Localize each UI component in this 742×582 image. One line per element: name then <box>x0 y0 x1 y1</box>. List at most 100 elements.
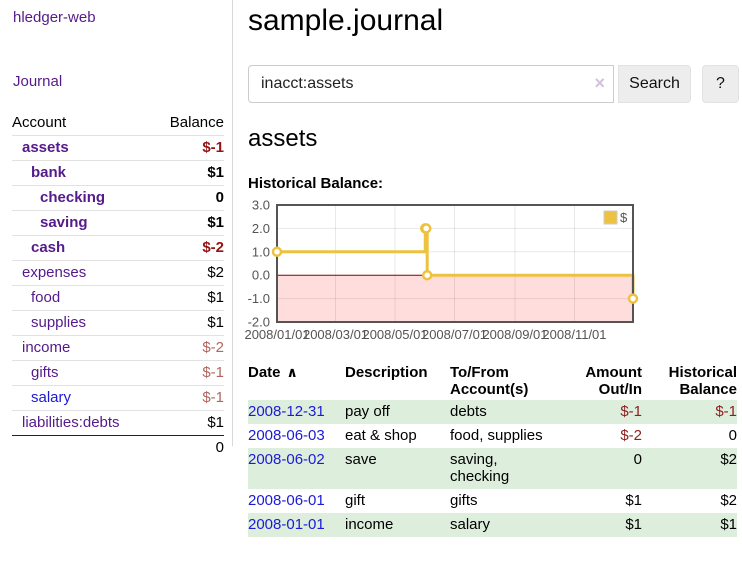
account-balance: $-1 <box>202 364 224 381</box>
register-row: 2008-01-01 income salary $1 $1 <box>248 513 737 537</box>
transaction-amount: $-2 <box>620 427 642 444</box>
account-link-salary[interactable]: salary <box>31 389 72 406</box>
account-link-checking[interactable]: checking <box>40 189 106 206</box>
data-point <box>627 293 639 304</box>
col-header-date[interactable]: Date ∧ <box>248 364 298 381</box>
data-point <box>420 223 432 234</box>
account-row: expenses $2 <box>12 260 224 286</box>
account-link-bank[interactable]: bank <box>31 164 67 181</box>
account-balance: $1 <box>207 289 224 306</box>
transaction-accounts: gifts <box>450 492 478 509</box>
transaction-balance: $2 <box>720 451 737 468</box>
account-link-assets[interactable]: assets <box>22 139 69 156</box>
transaction-description: pay off <box>345 403 390 420</box>
page-title: sample.journal <box>248 4 444 37</box>
account-balance: $1 <box>207 314 224 331</box>
historical-balance-chart: $ -2.0 -1.0 0.0 1.0 2.0 3.0 2008/01/01 2008/03/0… <box>244 198 642 345</box>
data-point <box>271 246 283 258</box>
account-balance: $1 <box>207 214 224 231</box>
col-header-accounts: To/From Account(s) <box>450 364 529 398</box>
transaction-description: eat & shop <box>345 427 417 444</box>
transaction-amount: $1 <box>625 492 642 509</box>
legend-swatch <box>603 210 618 225</box>
sort-asc-icon: ∧ <box>286 364 298 380</box>
main-content: sample.journal × Search ? assets Histori… <box>233 0 742 537</box>
sidebar-item-journal[interactable]: Journal <box>13 73 63 90</box>
app-brand-link[interactable]: hledger-web <box>13 9 96 26</box>
transaction-amount: 0 <box>633 451 642 468</box>
y-tick-label: 2.0 <box>252 221 270 236</box>
chart-svg: $ -2.0 -1.0 0.0 1.0 2.0 3.0 2008/01/012008/03/0… <box>244 198 639 342</box>
register-row: 2008-12-31 pay off debts $-1 $-1 <box>248 400 737 424</box>
account-row: food $1 <box>12 285 224 311</box>
account-balance: $-1 <box>202 139 224 156</box>
account-balance: $-2 <box>202 339 224 356</box>
y-tick-label: 0.0 <box>252 268 270 283</box>
y-tick-label: -2.0 <box>248 315 270 330</box>
negative-region <box>277 275 633 322</box>
transaction-date-link[interactable]: 2008-12-31 <box>248 403 325 420</box>
account-link-liabilities-debts[interactable]: liabilities:debts <box>22 414 120 431</box>
account-link-cash[interactable]: cash <box>31 239 66 256</box>
account-row: saving $1 <box>12 210 224 236</box>
transaction-date-link[interactable]: 2008-06-01 <box>248 492 325 509</box>
accounts-total-row: 0 <box>12 435 224 460</box>
x-tick-label: 2008/03/01 <box>303 327 368 342</box>
account-link-supplies[interactable]: supplies <box>31 314 87 331</box>
register-row: 2008-06-03 eat & shop food, supplies $-2 0 <box>248 424 737 448</box>
account-row: assets $-1 <box>12 135 224 161</box>
transaction-accounts: salary <box>450 516 491 533</box>
transaction-accounts: food, supplies <box>450 427 543 444</box>
account-link-saving[interactable]: saving <box>40 214 88 231</box>
account-balance: $1 <box>207 164 224 181</box>
account-link-expenses[interactable]: expenses <box>22 264 87 281</box>
register-row: 2008-06-01 gift gifts $1 $2 <box>248 489 737 513</box>
transaction-balance: $1 <box>720 516 737 533</box>
accounts-col-balance: Balance <box>169 114 224 131</box>
x-tick-label: 2008/07/01 <box>422 327 487 342</box>
transaction-date-link[interactable]: 2008-06-03 <box>248 427 325 444</box>
account-balance: $2 <box>207 264 224 281</box>
accounts-col-account: Account <box>12 114 67 131</box>
transaction-accounts: saving, checking <box>450 451 510 485</box>
transaction-accounts: debts <box>450 403 487 420</box>
sidebar: hledger-web Journal Account Balance asse… <box>0 0 233 460</box>
data-point <box>421 269 433 281</box>
x-tick-label: 2008/11/01 <box>542 327 606 342</box>
search-button[interactable]: Search <box>618 65 691 103</box>
transaction-date-link[interactable]: 2008-01-01 <box>248 516 325 533</box>
transaction-description: save <box>345 451 377 468</box>
account-row: income $-2 <box>12 335 224 361</box>
y-tick-label: 1.0 <box>252 244 270 259</box>
account-balance: 0 <box>215 189 224 206</box>
account-link-income[interactable]: income <box>22 339 71 356</box>
register-table: Date ∧ Description To/From Account(s) Amo… <box>248 362 737 537</box>
account-row: gifts $-1 <box>12 360 224 386</box>
account-balance: $-2 <box>202 239 224 256</box>
accounts-total-value: 0 <box>152 435 224 460</box>
y-tick-label: 3.0 <box>252 198 270 213</box>
col-header-balance: Historical Balance <box>668 364 737 398</box>
x-tick-label: 2008/01/01 <box>244 327 309 342</box>
col-header-description: Description <box>345 364 428 381</box>
account-row: checking 0 <box>12 185 224 211</box>
transaction-balance: $-1 <box>715 403 737 420</box>
account-link-gifts[interactable]: gifts <box>31 364 59 381</box>
accounts-table: Account Balance assets $-1 bank $1 checking 0… <box>12 111 224 460</box>
y-tick-label: -1.0 <box>248 291 270 306</box>
help-button[interactable]: ? <box>702 65 739 103</box>
account-balance: $-1 <box>202 389 224 406</box>
accounts-table-body: assets $-1 bank $1 checking 0 saving $1 cash $-2 e… <box>12 135 224 460</box>
legend-label: $ <box>620 210 628 225</box>
account-row: liabilities:debts $1 <box>12 410 224 436</box>
clear-search-icon[interactable]: × <box>594 73 605 93</box>
transaction-amount: $-1 <box>620 403 642 420</box>
transaction-balance: $2 <box>720 492 737 509</box>
transaction-date-link[interactable]: 2008-06-02 <box>248 451 325 468</box>
transaction-balance: 0 <box>728 427 737 444</box>
account-row: supplies $1 <box>12 310 224 336</box>
search-input[interactable] <box>248 65 614 103</box>
account-link-food[interactable]: food <box>31 289 61 306</box>
transaction-description: income <box>345 516 394 533</box>
app-layout: hledger-web Journal Account Balance asse… <box>0 0 742 537</box>
